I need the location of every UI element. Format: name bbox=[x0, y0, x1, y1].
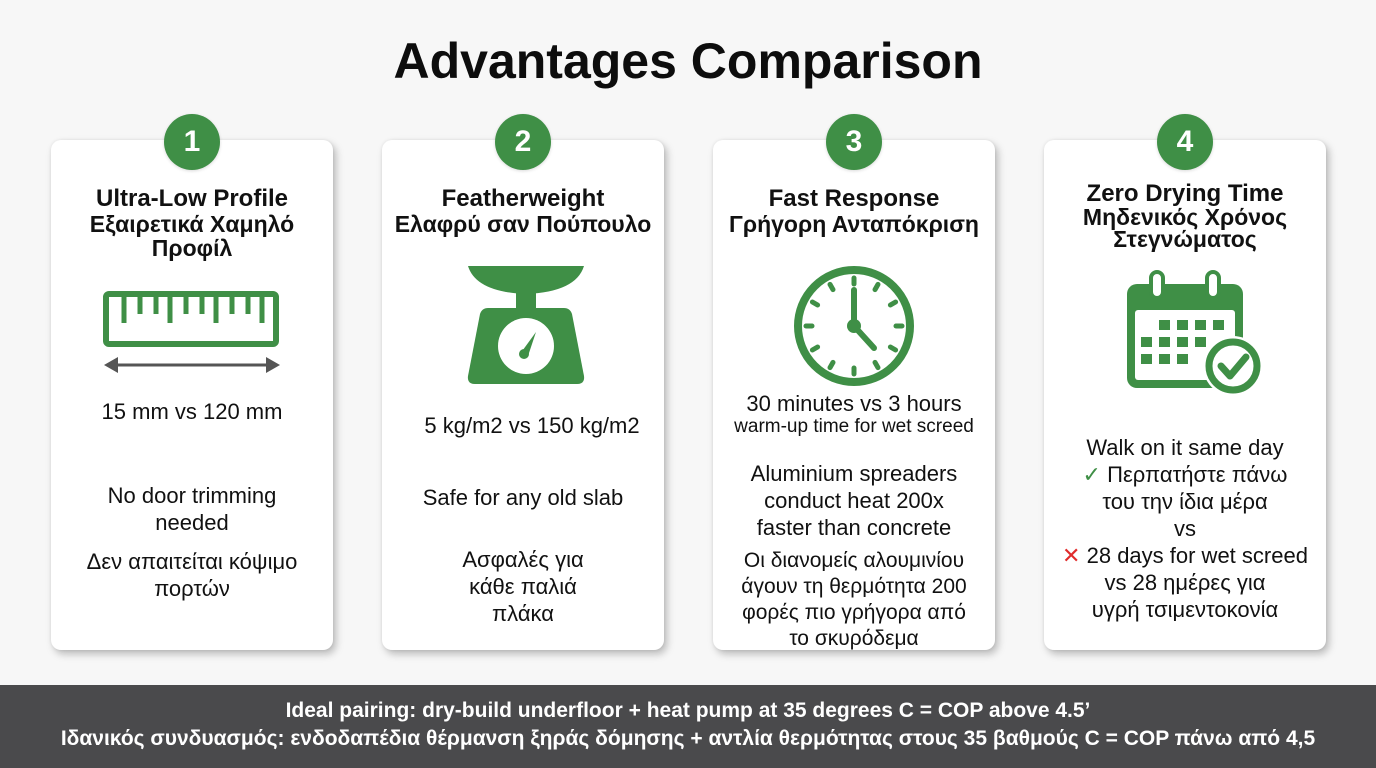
wet-screed-gr: vs 28 ημέρες για υγρή τσιμεντοκονία bbox=[1091, 570, 1279, 622]
advantage-card-2: 2 Featherweight Ελαφρύ σαν Πούπουλο 5 kg… bbox=[382, 114, 664, 650]
card-title-en: Featherweight bbox=[441, 185, 605, 212]
calendar-check-icon bbox=[1127, 270, 1263, 396]
card-title-gr: Γρήγορη Ανταπόκριση bbox=[729, 211, 979, 237]
benefit-en: Aluminium spreaders conduct heat 200x fa… bbox=[750, 461, 958, 540]
footer-line-en: Ideal pairing: dry-build underfloor + he… bbox=[285, 699, 1091, 722]
stat-subtext: warm-up time for wet screed bbox=[734, 416, 974, 437]
cross-icon: ✕ bbox=[1062, 543, 1081, 568]
benefit-gr: Οι διανομείς αλουμινίου άγουν τη θερμότη… bbox=[741, 549, 967, 650]
footer-banner: Ideal pairing: dry-build underfloor + he… bbox=[0, 685, 1376, 768]
advantage-card-1: 1 Ultra-Low Profile Εξαιρετικά Χαμηλό Πρ… bbox=[51, 114, 333, 650]
stat-text: 5 kg/m2 vs 150 kg/m2 bbox=[424, 413, 640, 438]
advantage-card-4: 4 Zero Drying Time Μηδενικός Χρόνος Στεγ… bbox=[1044, 114, 1326, 650]
number-badge: 2 bbox=[495, 114, 551, 170]
card-title-gr: Εξαιρετικά Χαμηλό Προφίλ bbox=[89, 211, 295, 261]
number-badge: 3 bbox=[826, 114, 882, 170]
card-title: Zero Drying Time Μηδενικός Χρόνος Στεγνώ… bbox=[1044, 180, 1326, 252]
scale-icon bbox=[467, 266, 585, 384]
card-title: Featherweight Ελαφρύ σαν Πούπουλο bbox=[382, 185, 664, 237]
stat-text: 30 minutes vs 3 hours bbox=[746, 391, 962, 416]
card-title-en: Fast Response bbox=[768, 185, 940, 212]
number-badge: 4 bbox=[1157, 114, 1213, 170]
benefit-gr: Ασφαλές για κάθε παλιά πλάκα bbox=[462, 547, 584, 626]
benefit-en: No door trimming needed bbox=[107, 483, 277, 535]
clock-icon bbox=[794, 266, 914, 386]
ruler-icon bbox=[103, 291, 280, 373]
check-icon: ✓ bbox=[1082, 462, 1101, 487]
wet-screed-text: ✕ 28 days for wet screed bbox=[1050, 542, 1320, 569]
card-title-en: Zero Drying Time bbox=[1086, 180, 1284, 207]
wet-screed-en: 28 days for wet screed bbox=[1086, 543, 1308, 568]
benefit-en: Safe for any old slab bbox=[422, 485, 624, 510]
card-title-gr: Ελαφρύ σαν Πούπουλο bbox=[394, 211, 652, 237]
same-day-text: Walk on it same day bbox=[1086, 435, 1284, 460]
card-title-gr: Μηδενικός Χρόνος Στεγνώματος bbox=[1082, 204, 1288, 252]
card-title: Ultra-Low Profile Εξαιρετικά Χαμηλό Προφ… bbox=[51, 185, 333, 261]
advantage-card-3: 3 Fast Response Γρήγορη Ανταπόκριση 30 m… bbox=[713, 114, 995, 650]
same-day-gr: ✓ Περπατήστε πάνω του την ίδια μέρα bbox=[1050, 461, 1320, 515]
page-title: Advantages Comparison bbox=[393, 33, 983, 89]
number-badge: 1 bbox=[164, 114, 220, 170]
footer-line-gr: Ιδανικός συνδυασμός: ενδοδαπέδια θέρμανσ… bbox=[60, 727, 1316, 750]
same-day-gr-text: Περπατήστε πάνω του την ίδια μέρα bbox=[1102, 462, 1288, 514]
card-title-en: Ultra-Low Profile bbox=[95, 185, 288, 212]
stat-text: 15 mm vs 120 mm bbox=[101, 399, 283, 424]
vs-text: vs bbox=[1174, 516, 1196, 541]
benefit-gr: Δεν απαιτείται κόψιμο πορτών bbox=[86, 549, 298, 601]
card-title: Fast Response Γρήγορη Ανταπόκριση bbox=[713, 185, 995, 237]
